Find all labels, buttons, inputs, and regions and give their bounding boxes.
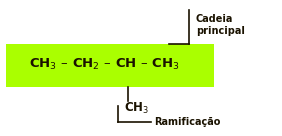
- Text: Cadeia
principal: Cadeia principal: [196, 14, 245, 36]
- Text: CH$_3$ – CH$_2$ – CH – CH$_3$: CH$_3$ – CH$_2$ – CH – CH$_3$: [29, 57, 180, 72]
- Text: CH$_3$: CH$_3$: [124, 101, 149, 116]
- Text: Ramificação: Ramificação: [154, 117, 220, 127]
- Bar: [6, 44, 214, 87]
